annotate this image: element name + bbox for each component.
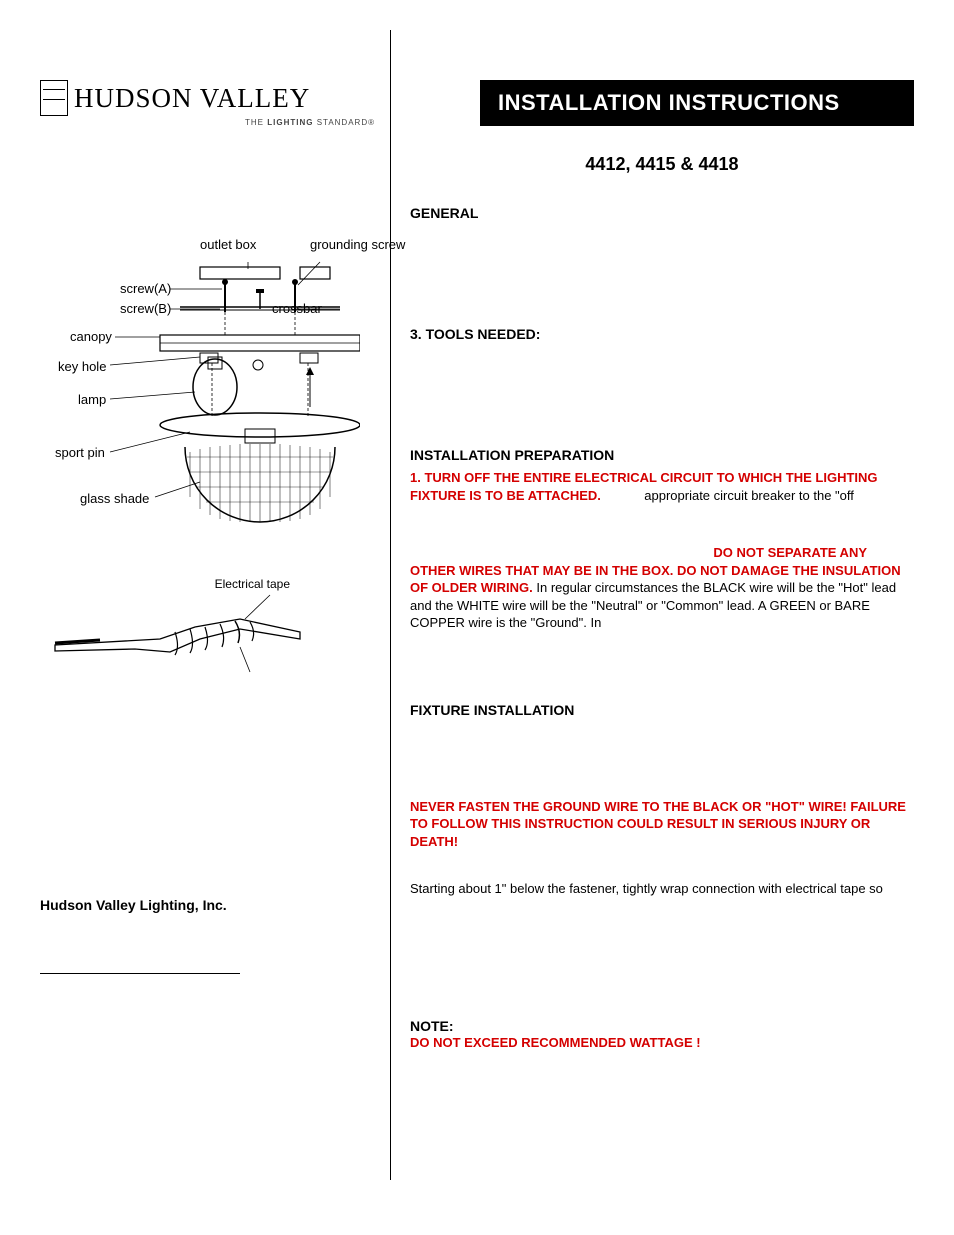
left-column: HUDSON VALLEY THE LIGHTING STANDARD®: [40, 30, 385, 1205]
page: HUDSON VALLEY THE LIGHTING STANDARD®: [0, 0, 954, 1235]
tape-body: Starting about 1" below the fastener, ti…: [410, 880, 914, 898]
warn-red: NEVER FASTEN THE GROUND WIRE TO THE BLAC…: [410, 799, 906, 849]
footer-rule: [40, 973, 240, 974]
company-name: Hudson Valley Lighting, Inc.: [40, 897, 375, 913]
label-lamp: lamp: [78, 392, 106, 407]
right-column: INSTALLATION INSTRUCTIONS 4412, 4415 & 4…: [385, 30, 914, 1205]
tape-diagram: Electrical tape: [40, 577, 310, 697]
label-screw-b: screw(B): [120, 301, 170, 316]
tape-label: Electrical tape: [215, 577, 290, 591]
label-grounding: grounding screw: [310, 237, 405, 252]
fixture-diagram: outlet box grounding screw screw(A) scre…: [40, 237, 360, 527]
prep-block: 1. TURN OFF THE ENTIRE ELECTRICAL CIRCUI…: [410, 469, 914, 504]
label-glass-shade: glass shade: [80, 491, 149, 506]
wire-block: DO NOT SEPARATE ANY OTHER WIRES THAT MAY…: [410, 544, 914, 632]
tagline-suffix: STANDARD®: [313, 118, 375, 127]
label-outlet-box: outlet box: [200, 237, 256, 252]
tools-heading: 3. TOOLS NEEDED:: [410, 326, 914, 342]
prep-heading: INSTALLATION PREPARATION: [410, 447, 914, 463]
tagline-prefix: THE: [245, 118, 267, 127]
fixture-heading: FIXTURE INSTALLATION: [410, 702, 914, 718]
tagline-strong: LIGHTING: [267, 118, 313, 127]
logo-icon: [40, 80, 68, 116]
logo-tagline: THE LIGHTING STANDARD®: [40, 118, 375, 127]
label-sport-pin: sport pin: [55, 445, 105, 460]
label-screw-a: screw(A): [120, 281, 170, 296]
label-crossbar: crossbar: [272, 301, 322, 316]
logo-text: HUDSON VALLEY: [74, 83, 310, 114]
note-red: DO NOT EXCEED RECOMMENDED WATTAGE !: [410, 1035, 701, 1050]
label-key-hole: key hole: [58, 359, 106, 374]
note-block: NOTE: DO NOT EXCEED RECOMMENDED WATTAGE …: [410, 1018, 914, 1052]
tape-svg: [40, 577, 310, 697]
general-heading: GENERAL: [410, 205, 914, 221]
fixture-svg: [40, 237, 360, 527]
note-heading: NOTE:: [410, 1018, 914, 1034]
logo-block: HUDSON VALLEY THE LIGHTING STANDARD®: [40, 80, 375, 127]
label-canopy: canopy: [70, 329, 112, 344]
subtitle: 4412, 4415 & 4418: [410, 154, 914, 175]
title-bar: INSTALLATION INSTRUCTIONS: [480, 80, 914, 126]
prep-tail1: appropriate circuit breaker to the "off: [641, 488, 854, 503]
column-divider: [390, 30, 391, 1180]
warn-block: NEVER FASTEN THE GROUND WIRE TO THE BLAC…: [410, 798, 914, 851]
